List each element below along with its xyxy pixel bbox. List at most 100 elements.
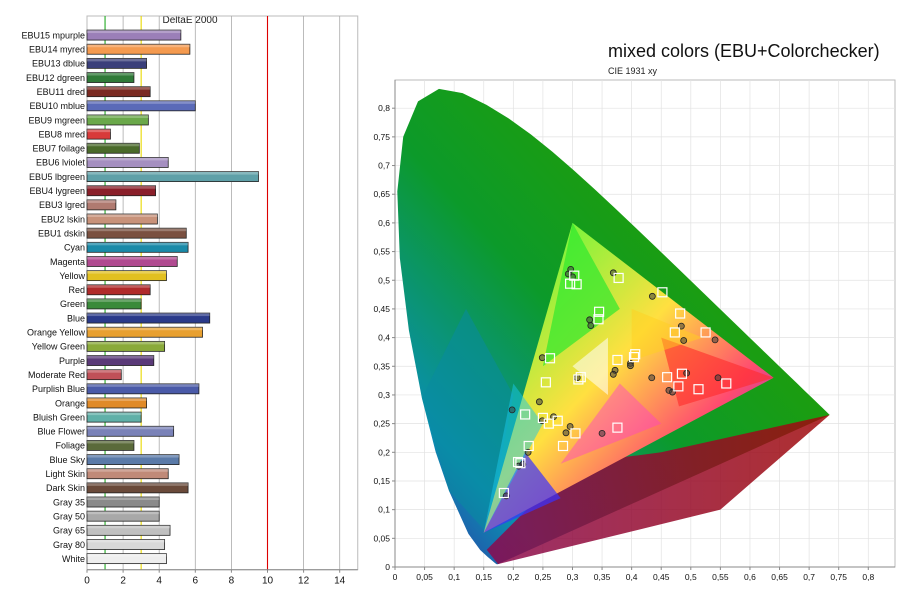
- cie-chart-title: mixed colors (EBU+Colorchecker): [608, 41, 880, 61]
- deltae-bar-label: Light Skin: [45, 469, 85, 479]
- deltae-bar-label: EBU15 mpurple: [21, 30, 85, 40]
- deltae-bar: [86, 524, 171, 536]
- deltae-bar-label: Bluish Green: [33, 412, 85, 422]
- cie-target-point: [662, 372, 673, 383]
- cie-y-tick-label: 0,7: [378, 161, 390, 171]
- deltae-bar-highlight: [87, 298, 142, 302]
- cie-measured-point: [609, 269, 617, 277]
- deltae-bar-label: EBU3 lgred: [39, 200, 85, 210]
- deltae-bar-group: [86, 312, 211, 324]
- deltae-bar: [86, 482, 189, 494]
- cie-teal-region: [421, 308, 514, 533]
- cie-target-point: [676, 368, 688, 379]
- deltae-bar-group: [86, 185, 156, 197]
- cie-y-tick-label: 0,25: [373, 419, 390, 429]
- cie-y-tick-label: 0,05: [373, 533, 390, 543]
- deltae-bar-group: [86, 397, 147, 409]
- deltae-bar-label: EBU4 lygreen: [29, 186, 85, 196]
- deltae-bar: [86, 369, 122, 381]
- deltae-bar: [86, 468, 169, 480]
- deltae-bar-group: [86, 524, 171, 536]
- deltae-bar: [86, 270, 167, 282]
- cie-y-tick-label: 0,5: [378, 275, 390, 285]
- deltae-x-tick-label: 10: [262, 576, 274, 587]
- deltae-bar-highlight: [87, 242, 189, 246]
- deltae-x-tick-label: 14: [334, 576, 346, 587]
- cie-measured-point: [587, 322, 595, 329]
- deltae-bar: [86, 553, 167, 565]
- cie-y-tick-label: 0,6: [378, 218, 390, 228]
- deltae-bar-highlight: [87, 482, 189, 486]
- cie-x-tick-label: 0,7: [803, 572, 815, 582]
- deltae-bar-label: EBU7 foilage: [32, 144, 85, 154]
- deltae-bar-label: EBU12 dgreen: [26, 73, 85, 83]
- deltae-bar: [86, 213, 158, 225]
- deltae-bar-highlight: [87, 72, 134, 76]
- deltae-bar-label: EBU13 dblue: [32, 59, 85, 69]
- cie-measured-point: [573, 374, 581, 382]
- cie-target-point: [575, 372, 586, 383]
- deltae-bar-label: Orange: [55, 398, 85, 408]
- deltae-bar-label: Yellow: [59, 271, 85, 281]
- deltae-bar-label: Cyan: [64, 243, 85, 253]
- cie-x-tick-label: 0,3: [567, 572, 579, 582]
- cie-measured-point: [586, 316, 594, 324]
- deltae-bar-label: Red: [68, 285, 85, 295]
- cie-x-tick-label: 0,35: [594, 572, 611, 582]
- deltae-bar-group: [86, 298, 142, 310]
- deltae-bar-highlight: [87, 355, 154, 359]
- cie-measured-point: [538, 354, 546, 362]
- deltae-bar-label: EBU14 myred: [29, 45, 85, 55]
- cie-gamut-shade: [661, 337, 774, 407]
- cie-measured-point: [508, 406, 516, 414]
- deltae-bar-label: EBU2 lskin: [41, 214, 85, 224]
- deltae-bar: [86, 185, 156, 197]
- deltae-bar-label: Gray 35: [53, 497, 85, 507]
- deltae-bar-group: [86, 411, 142, 423]
- deltae-bar-highlight: [87, 397, 147, 401]
- cie-target-point: [520, 409, 531, 420]
- deltae-x-tick-label: 12: [298, 576, 310, 587]
- deltae-bar-group: [86, 270, 167, 282]
- cie-measured-point: [711, 336, 719, 344]
- deltae-bar-group: [86, 114, 149, 126]
- deltae-bar-group: [86, 482, 189, 494]
- deltae-bar: [86, 171, 259, 182]
- deltae-bar-group: [86, 496, 160, 508]
- cie-x-tick-label: 0,6: [744, 572, 756, 582]
- cie-y-tick-label: 0,45: [373, 304, 390, 314]
- cie-x-tick-label: 0,55: [712, 572, 729, 582]
- cie-y-tick-label: 0,55: [373, 247, 390, 257]
- deltae-bar-highlight: [87, 497, 160, 501]
- deltae-bar-label: EBU8 mred: [38, 129, 85, 139]
- deltae-bar: [86, 256, 178, 267]
- deltae-bar-group: [86, 241, 189, 253]
- cie-y-tick-label: 0,15: [373, 476, 390, 486]
- deltae-bar-highlight: [87, 553, 167, 557]
- cie-measured-point: [598, 429, 606, 437]
- cie-target-point: [515, 458, 526, 469]
- deltae-bar-group: [86, 284, 151, 296]
- cie-target-point: [552, 415, 563, 426]
- deltae-bar-highlight: [87, 412, 142, 416]
- cie-target-point: [675, 308, 686, 319]
- deltae-bar-group: [86, 454, 180, 465]
- cie-y-tick-label: 0,1: [378, 505, 390, 515]
- deltae-bar-group: [86, 142, 140, 154]
- cie-gamut-shade: [542, 222, 620, 367]
- deltae-bar: [86, 284, 151, 296]
- deltae-bar-group: [86, 72, 135, 83]
- deltae-bar-highlight: [87, 157, 169, 161]
- deltae-bar: [86, 411, 142, 423]
- cie-measured-point: [714, 374, 722, 382]
- deltae-bar-label: Blue Sky: [49, 455, 85, 465]
- cie-measured-point: [669, 388, 676, 396]
- deltae-bar-label: EBU6 lviolet: [36, 158, 86, 168]
- deltae-bar: [86, 29, 182, 41]
- deltae-bar-label: Gray 65: [53, 526, 85, 536]
- deltae-bar-label: White: [62, 554, 85, 564]
- cie-target-point: [537, 412, 548, 423]
- deltae-bar-label: EBU10 mblue: [29, 101, 85, 111]
- deltae-bar-highlight: [87, 454, 180, 458]
- deltae-chart-title: DeltaE 2000: [162, 15, 217, 26]
